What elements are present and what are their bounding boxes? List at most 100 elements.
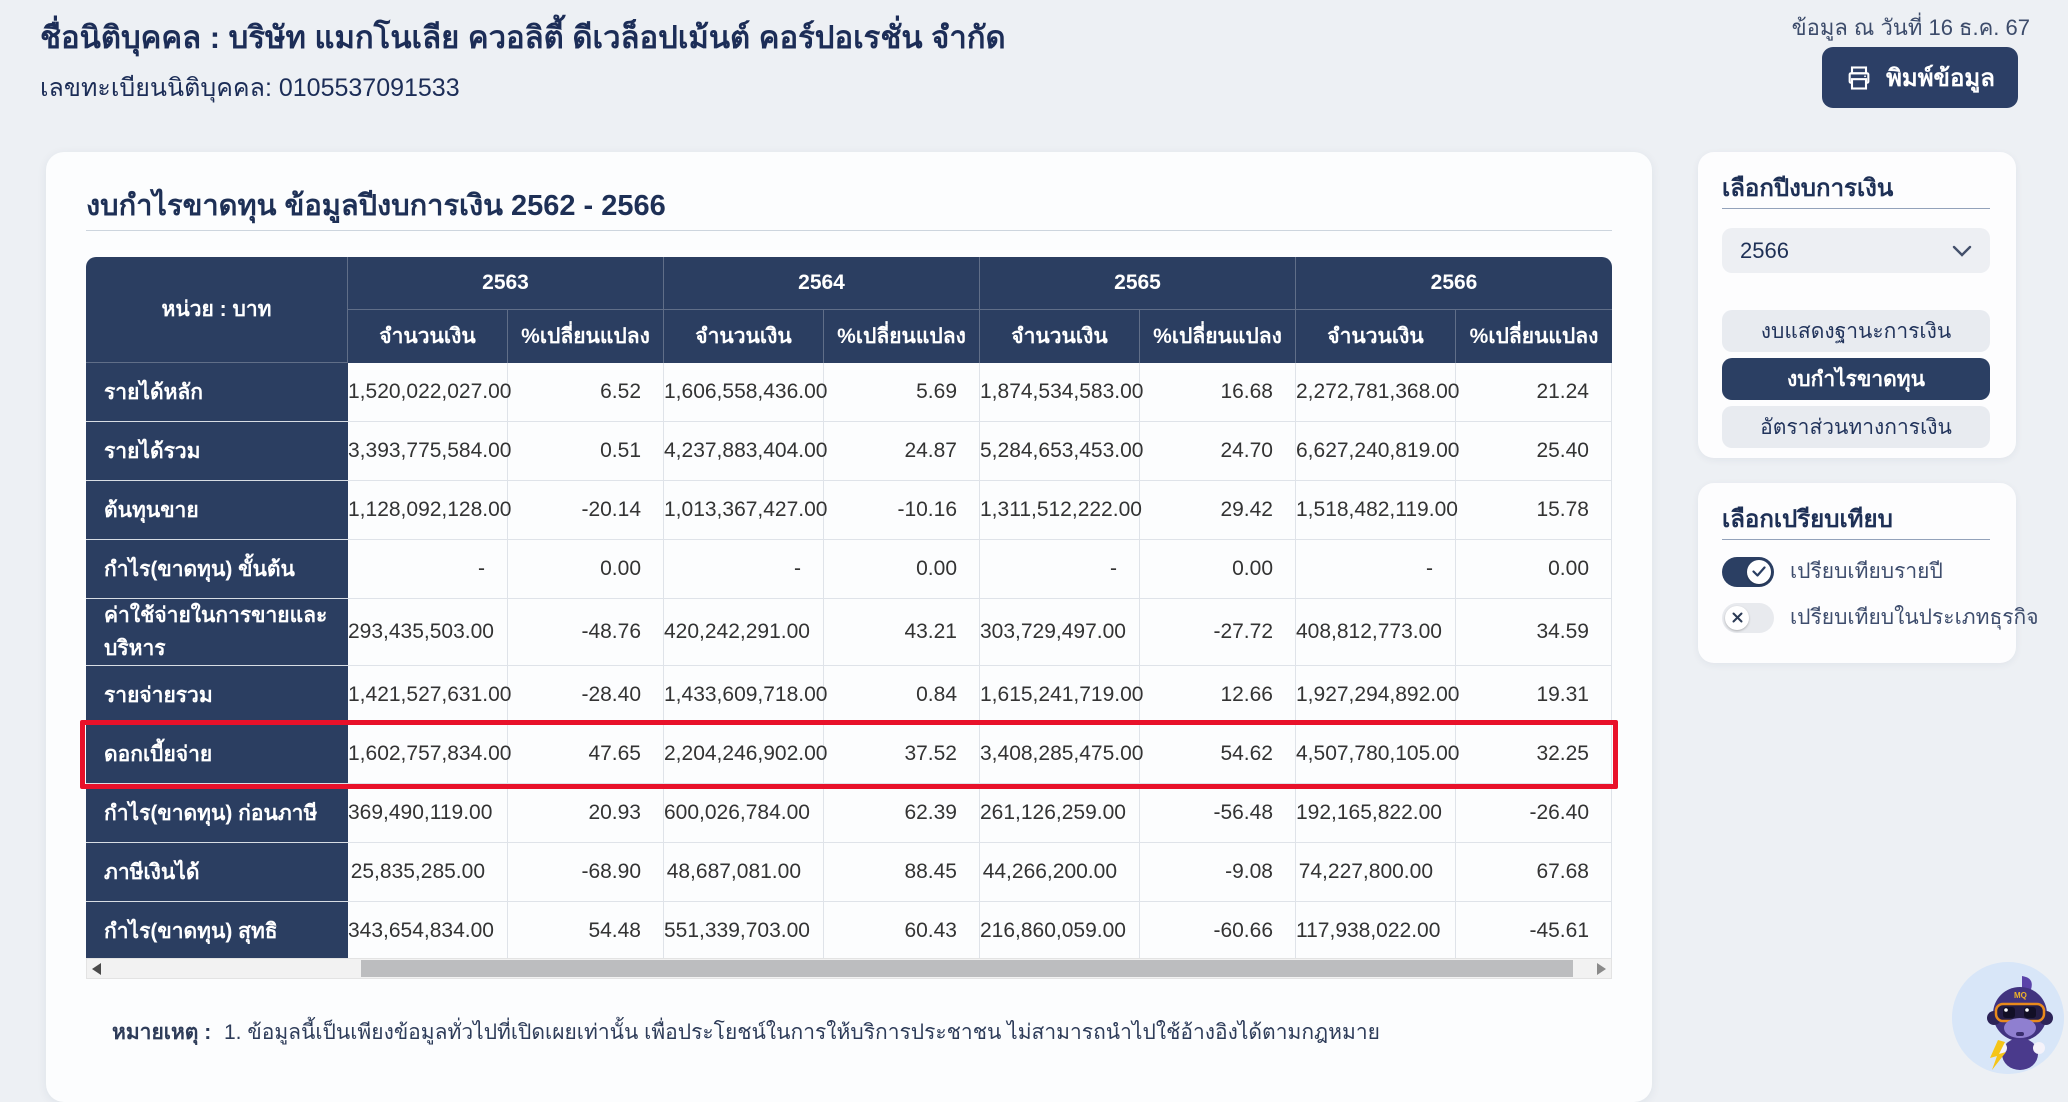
row-label: ต้นทุนขาย xyxy=(86,481,348,540)
year-header-2563: 2563 xyxy=(348,257,664,310)
amount-header: จำนวนเงิน xyxy=(348,310,508,363)
amount-cell: 4,237,883,404.00 xyxy=(664,422,828,481)
scroll-right-arrow[interactable] xyxy=(1597,963,1606,975)
scroll-left-arrow[interactable] xyxy=(92,963,101,975)
amount-cell: 3,408,285,475.00 xyxy=(980,725,1144,784)
amount-cell: 293,435,503.00 xyxy=(348,599,508,666)
change-cell: -56.48 xyxy=(1140,784,1296,843)
change-cell: 62.39 xyxy=(824,784,980,843)
row-label: กำไร(ขาดทุน) ขั้นต้น xyxy=(86,540,348,599)
amount-header: จำนวนเงิน xyxy=(980,310,1140,363)
toggle-yearly-compare[interactable] xyxy=(1722,556,1774,587)
amount-header: จำนวนเงิน xyxy=(664,310,824,363)
compare-panel: เลือกเปรียบเทียบ เปรียบเทียบรายปี เปรียบ… xyxy=(1698,483,2039,663)
row-label: ภาษีเงินได้ xyxy=(86,843,348,902)
change-header: %เปลี่ยนแปลง xyxy=(824,310,980,363)
change-cell: -20.14 xyxy=(508,481,664,540)
amount-cell: - xyxy=(348,540,508,599)
change-cell: 0.00 xyxy=(824,540,980,599)
unit-label: หน่วย : บาท xyxy=(86,257,348,363)
toggle-industry-compare-label: เปรียบเทียบในประเภทธุรกิจ xyxy=(1790,606,2039,629)
change-cell: 29.42 xyxy=(1140,481,1296,540)
horizontal-scrollbar[interactable] xyxy=(86,958,1612,979)
toggle-yearly-compare-label: เปรียบเทียบรายปี xyxy=(1790,560,1943,583)
footnote-text: 1. ข้อมูลนี้เป็นเพียงข้อมูลทั่วไปที่เปิด… xyxy=(224,1021,1380,1044)
fiscal-year-panel-title: เลือกปีงบการเงิน xyxy=(1722,175,1894,202)
x-icon xyxy=(1725,605,1749,630)
chatbot-avatar[interactable]: MQ xyxy=(1952,962,2064,1074)
amount-cell: 5,284,653,453.00 xyxy=(980,422,1144,481)
change-cell: 0.84 xyxy=(824,666,980,725)
change-cell: 25.40 xyxy=(1456,422,1612,481)
fiscal-year-select[interactable]: 2566 xyxy=(1722,228,1990,273)
change-cell: 60.43 xyxy=(824,902,980,961)
chevron-down-icon xyxy=(1952,245,1972,257)
title-divider xyxy=(86,230,1612,231)
print-button[interactable]: พิมพ์ข้อมูล xyxy=(1822,47,2018,108)
change-cell: 37.52 xyxy=(824,725,980,784)
amount-cell: 408,812,773.00 xyxy=(1296,599,1456,666)
change-cell: 0.00 xyxy=(1456,540,1612,599)
change-cell: -10.16 xyxy=(824,481,980,540)
amount-cell: 261,126,259.00 xyxy=(980,784,1140,843)
scrollbar-thumb[interactable] xyxy=(361,960,1573,977)
statement-title: งบกำไรขาดทุน ข้อมูลปีงบการเงิน 2562 - 25… xyxy=(86,190,666,222)
change-cell: 15.78 xyxy=(1456,481,1612,540)
amount-cell: 600,026,784.00 xyxy=(664,784,824,843)
amount-cell: 420,242,291.00 xyxy=(664,599,824,666)
change-cell: 20.93 xyxy=(508,784,664,843)
change-cell: -60.66 xyxy=(1140,902,1296,961)
change-cell: 0.00 xyxy=(1140,540,1296,599)
change-cell: -28.40 xyxy=(508,666,664,725)
amount-cell: 1,602,757,834.00 xyxy=(348,725,512,784)
table-row: รายได้รวม 3,393,775,584.00 0.51 4,237,883,4… xyxy=(86,422,1612,481)
change-cell: -26.40 xyxy=(1456,784,1612,843)
change-cell: 67.68 xyxy=(1456,843,1612,902)
amount-cell: - xyxy=(980,540,1140,599)
amount-cell: 117,938,022.00 xyxy=(1296,902,1456,961)
change-cell: 12.66 xyxy=(1140,666,1296,725)
selected-year-value: 2566 xyxy=(1740,237,1789,263)
change-cell: 0.00 xyxy=(508,540,664,599)
svg-text:MQ: MQ xyxy=(2014,991,2027,1000)
registration-number: เลขทะเบียนนิติบุคคล: 0105537091533 xyxy=(40,74,460,102)
table-row: กำไร(ขาดทุน) ขั้นต้น -0.00-0.00-0.00-0.00 xyxy=(86,540,1612,599)
table-row: ค่าใช้จ่ายในการขายและบริหาร 293,435,503.0… xyxy=(86,599,1612,666)
row-label: ค่าใช้จ่ายในการขายและบริหาร xyxy=(86,599,348,666)
amount-cell: 343,654,834.00 xyxy=(348,902,508,961)
toggle-industry-compare[interactable] xyxy=(1722,602,1774,633)
compare-panel-title: เลือกเปรียบเทียบ xyxy=(1722,506,1893,533)
data-as-of-date: ข้อมูล ณ วันที่ 16 ธ.ค. 67 xyxy=(1791,15,2030,40)
row-label: รายจ่ายรวม xyxy=(86,666,348,725)
tab-financial-ratio[interactable]: อัตราส่วนทางการเงิน xyxy=(1722,406,1990,448)
footnote: หมายเหตุ : 1. ข้อมูลนี้เป็นเพียงข้อมูลทั… xyxy=(112,1016,1380,1049)
table-row: ภาษีเงินได้ 25,835,285.00 -68.90 48,687,081… xyxy=(86,843,1612,902)
change-cell: 19.31 xyxy=(1456,666,1612,725)
amount-cell: 1,433,609,718.00 xyxy=(664,666,828,725)
amount-cell: 2,272,781,368.00 xyxy=(1296,363,1460,422)
amount-cell: - xyxy=(1296,540,1456,599)
amount-cell: 1,927,294,892.00 xyxy=(1296,666,1460,725)
table-row: กำไร(ขาดทุน) สุทธิ 343,654,834.00 54.48 551… xyxy=(86,902,1612,961)
change-cell: 32.25 xyxy=(1456,725,1612,784)
amount-cell: 551,339,703.00 xyxy=(664,902,824,961)
year-header-2566: 2566 xyxy=(1296,257,1612,310)
statement-card: งบกำไรขาดทุน ข้อมูลปีงบการเงิน 2562 - 25… xyxy=(46,152,1652,1102)
amount-cell: 369,490,119.00 xyxy=(348,784,508,843)
table-row: กำไร(ขาดทุน) ก่อนภาษี 369,490,119.00 20.93… xyxy=(86,784,1612,843)
amount-cell: 44,266,200.00 xyxy=(980,843,1140,902)
change-cell: 5.69 xyxy=(824,363,980,422)
tab-balance-sheet[interactable]: งบแสดงฐานะการเงิน xyxy=(1722,310,1990,352)
amount-cell: 48,687,081.00 xyxy=(664,843,824,902)
change-header: %เปลี่ยนแปลง xyxy=(1140,310,1296,363)
change-cell: 47.65 xyxy=(508,725,664,784)
year-header-2565: 2565 xyxy=(980,257,1296,310)
change-cell: -68.90 xyxy=(508,843,664,902)
amount-cell: 1,311,512,222.00 xyxy=(980,481,1142,540)
tab-income-statement[interactable]: งบกำไรขาดทุน xyxy=(1722,358,1990,400)
amount-cell: 6,627,240,819.00 xyxy=(1296,422,1460,481)
amount-cell: 1,615,241,719.00 xyxy=(980,666,1144,725)
amount-cell: 1,606,558,436.00 xyxy=(664,363,828,422)
row-label: รายได้รวม xyxy=(86,422,348,481)
amount-cell: 25,835,285.00 xyxy=(348,843,508,902)
